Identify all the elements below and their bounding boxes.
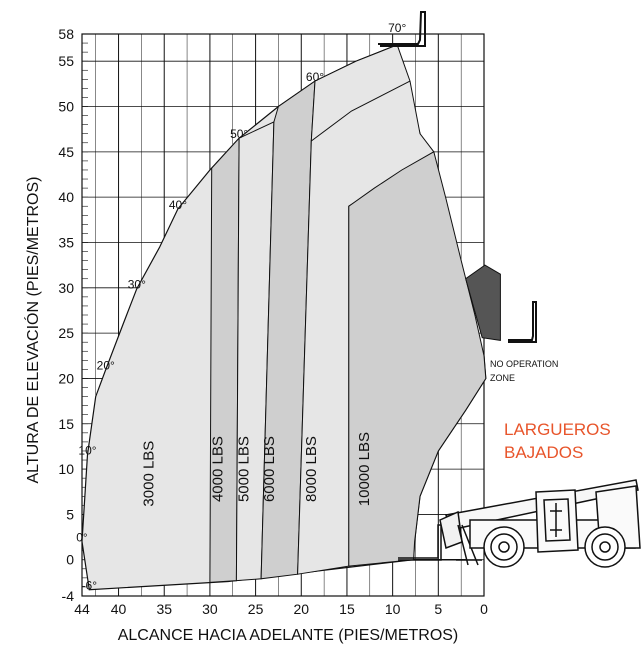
x-tick-label: 15	[339, 601, 355, 617]
zone-boundary-arc	[311, 80, 411, 142]
zone-10000	[348, 151, 487, 567]
y-tick-label: -4	[62, 588, 75, 604]
no-operation-zone	[465, 264, 501, 341]
y-tick-label: 40	[58, 189, 74, 205]
angle-markers: 70° 60° 50° 40° 30° 20° 10° 0° -6°	[76, 21, 406, 592]
x-tick-label: 30	[202, 601, 218, 617]
angle-label: 0°	[76, 531, 88, 545]
y-tick-label: 58	[58, 26, 74, 42]
zone-label: 4000 LBS	[210, 436, 227, 502]
x-tick-label: 35	[156, 601, 172, 617]
angle-label: 20°	[97, 358, 115, 372]
y-tick-label: 20	[58, 370, 74, 386]
zone-label: 5000 LBS	[235, 436, 252, 502]
x-tick-label: 10	[385, 601, 401, 617]
y-tick-label: 25	[58, 325, 74, 341]
telehandler-icon	[398, 479, 641, 568]
y-tick-label: 15	[58, 416, 74, 432]
y-tick-label: 35	[58, 234, 74, 250]
y-tick-label: 55	[58, 53, 74, 69]
angle-label: 60°	[306, 70, 324, 84]
no-operation-label: NO OPERATION	[490, 359, 558, 369]
fork-icon	[508, 301, 537, 343]
x-axis-title: ALCANCE HACIA ADELANTE (PIES/METROS)	[118, 627, 459, 644]
x-tick-label: 0	[480, 601, 488, 617]
angle-label: -6°	[82, 579, 98, 593]
y-axis-title: ALTURA DE ELEVACIÓN (PIES/METROS)	[23, 176, 42, 483]
zone-label: 6000 LBS	[261, 436, 278, 502]
fork-icon	[378, 11, 426, 47]
angle-label: 70°	[388, 21, 406, 35]
x-tick-label: 40	[111, 601, 127, 617]
y-tick-label: 0	[66, 552, 74, 568]
angle-label: 50°	[230, 127, 248, 141]
angle-label: 40°	[169, 198, 187, 212]
x-tick-label: 44	[74, 601, 90, 617]
stabilizers-label-2: BAJADOS	[504, 443, 583, 462]
no-operation-label-2: ZONE	[490, 373, 515, 383]
tick-labels: 44 40 35 30 25 20 15 10 5 0-405101520253035404550…	[58, 26, 488, 617]
zone-4000	[209, 136, 240, 583]
load-zones: 3000 LBS 4000 LBS 5000 LBS 6000 LBS 8000 LBS…	[81, 44, 501, 591]
zone-label: 3000 LBS	[140, 441, 157, 507]
x-tick-label: 5	[434, 601, 442, 617]
y-tick-label: 10	[58, 461, 74, 477]
y-tick-label: 45	[58, 144, 74, 160]
x-tick-label: 20	[293, 601, 309, 617]
zone-label: 8000 LBS	[303, 436, 320, 502]
x-tick-label: 25	[248, 601, 264, 617]
y-tick-label: 5	[66, 506, 74, 522]
angle-label: 30°	[128, 278, 146, 292]
y-tick-label: 30	[58, 280, 74, 296]
stabilizers-label: LARGUEROS	[504, 420, 611, 439]
angle-label: 10°	[78, 444, 96, 458]
y-tick-label: 50	[58, 99, 74, 115]
zone-label: 10000 LBS	[356, 432, 373, 506]
